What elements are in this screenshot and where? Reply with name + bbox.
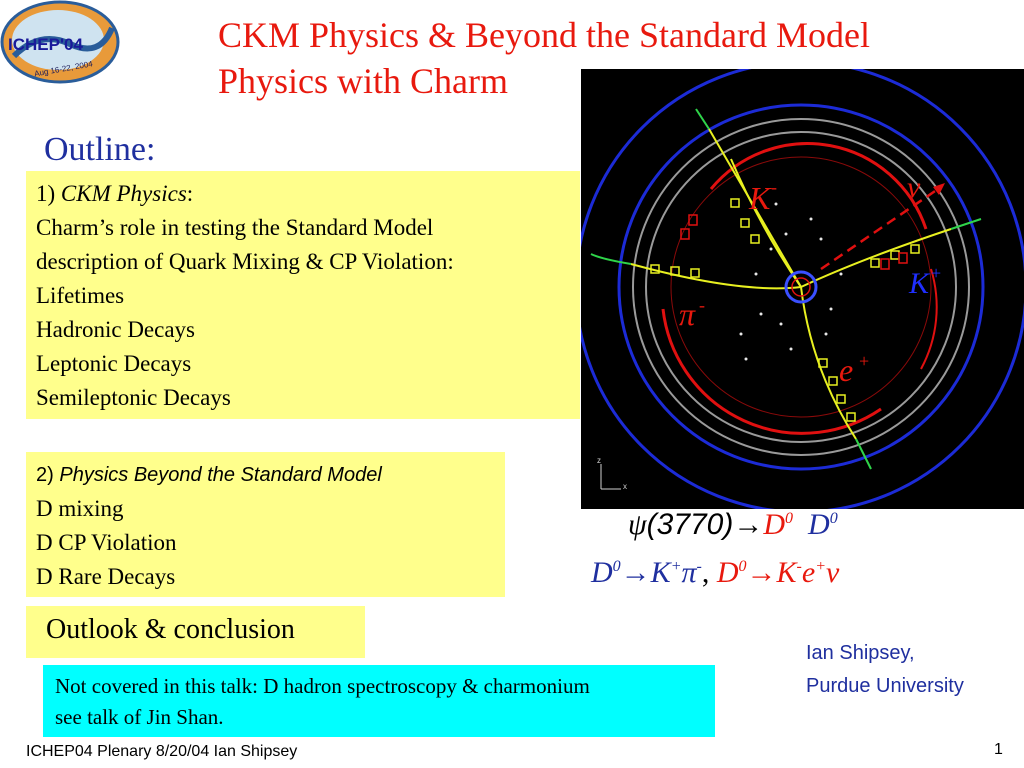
section-ckm-item: Lifetimes: [36, 283, 125, 308]
slide-title: CKM Physics & Beyond the Standard Model …: [218, 12, 870, 104]
title-line-2: Physics with Charm: [218, 61, 509, 101]
outlook-label: Outlook & conclusion: [46, 614, 295, 645]
section-bsm-item: D mixing: [36, 496, 124, 521]
label-k-plus-sup: +: [931, 263, 941, 283]
label-e-plus-sup: +: [859, 351, 869, 371]
label-pi-minus-sup: -: [699, 295, 705, 315]
outline-heading: Outline:: [44, 131, 156, 168]
label-e-plus: e: [839, 352, 853, 388]
equation-psi-decay: ψ(3770)→D0 D0: [628, 508, 838, 541]
section-ckm-item: Leptonic Decays: [36, 351, 192, 376]
event-display-svg: K - ν K + π - e + z x: [574, 60, 1024, 514]
author-affiliation: Purdue University: [806, 675, 964, 697]
label-k-minus-sup: -: [771, 177, 777, 197]
author-credit: Ian Shipsey, Purdue University: [806, 637, 964, 703]
title-line-1: CKM Physics & Beyond the Standard Model: [218, 15, 870, 55]
label-nu: ν: [907, 171, 921, 204]
note-line-1: Not covered in this talk: D hadron spect…: [55, 674, 590, 698]
note-line-2: see talk of Jin Shan.: [55, 705, 224, 729]
svg-text:x: x: [623, 482, 627, 491]
label-k-plus: K: [908, 267, 931, 300]
svg-text:ICHEP'04: ICHEP'04: [8, 35, 83, 54]
section-ckm-box: 1) CKM Physics: Charm’s role in testing …: [26, 171, 580, 419]
event-display-image: K - ν K + π - e + z x: [574, 60, 1024, 514]
section-ckm-item: Semileptonic Decays: [36, 385, 231, 410]
section-bsm-heading: 2) Physics Beyond the Standard Model: [36, 464, 382, 486]
outlook-box: Outlook & conclusion: [26, 606, 365, 658]
equation-d-decays: D0→K+π-, D0→K-e+ν: [591, 556, 840, 589]
section-ckm-item: Hadronic Decays: [36, 317, 196, 342]
section-bsm-box: 2) Physics Beyond the Standard Model D m…: [26, 452, 505, 597]
section-bsm-item: D Rare Decays: [36, 564, 176, 589]
svg-text:z: z: [597, 456, 601, 465]
label-pi-minus: π: [679, 296, 696, 332]
section-ckm-heading: 1) CKM Physics:: [36, 181, 194, 206]
author-name: Ian Shipsey,: [806, 642, 915, 664]
label-k-minus: K: [748, 180, 772, 216]
ichep04-logo: ICHEP'04 Aug 16-22, 2004: [0, 0, 122, 88]
section-ckm-item: description of Quark Mixing & CP Violati…: [36, 249, 454, 274]
not-covered-note: Not covered in this talk: D hadron spect…: [43, 665, 715, 737]
section-bsm-item: D CP Violation: [36, 530, 177, 555]
page-number: 1: [994, 741, 1003, 758]
slide-footer: ICHEP04 Plenary 8/20/04 Ian Shipsey: [26, 743, 298, 760]
axis-icon: [600, 464, 621, 490]
section-ckm-item: Charm’s role in testing the Standard Mod…: [36, 215, 434, 240]
